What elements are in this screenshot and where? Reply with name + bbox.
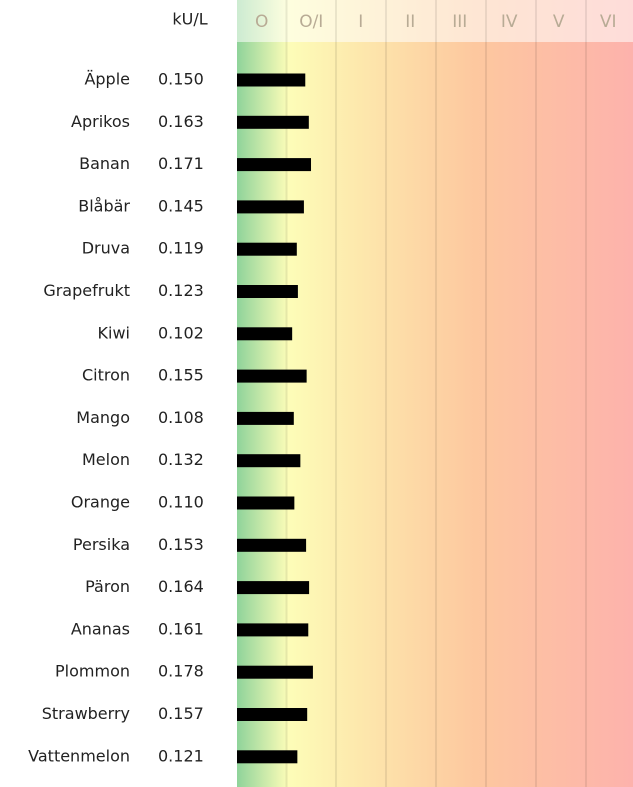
- bar: [237, 200, 304, 214]
- bar: [237, 115, 309, 129]
- category-label: Druva: [82, 239, 130, 258]
- class-label: O: [255, 12, 268, 32]
- category-label: Melon: [82, 450, 130, 469]
- bar: [237, 158, 312, 172]
- category-label: Grapefrukt: [43, 281, 130, 300]
- category-label: Vattenmelon: [28, 746, 130, 765]
- category-label: Äpple: [84, 70, 130, 89]
- bar: [237, 496, 295, 510]
- value-label: 0.145: [158, 196, 204, 215]
- class-label: II: [405, 12, 415, 32]
- class-label: O/I: [299, 12, 323, 32]
- category-label: Kiwi: [98, 323, 130, 342]
- value-label: 0.119: [158, 239, 204, 258]
- value-label: 0.123: [158, 281, 204, 300]
- value-label: 0.163: [158, 112, 204, 131]
- class-background: [237, 0, 633, 787]
- category-label: Citron: [82, 366, 130, 385]
- category-label: Banan: [79, 154, 130, 173]
- bar: [237, 369, 307, 383]
- class-label: IV: [501, 12, 518, 32]
- category-label: Blåbär: [78, 196, 130, 215]
- bar: [237, 665, 313, 679]
- bar: [237, 538, 307, 552]
- value-label: 0.161: [158, 619, 204, 638]
- category-label: Mango: [76, 408, 130, 427]
- class-label: VI: [600, 12, 617, 32]
- value-label: 0.132: [158, 450, 204, 469]
- bar: [237, 581, 310, 595]
- category-label: Persika: [73, 535, 130, 554]
- bar: [237, 623, 309, 637]
- value-label: 0.171: [158, 154, 204, 173]
- value-label: 0.178: [158, 662, 204, 681]
- bar: [237, 242, 297, 256]
- category-label: Plommon: [55, 662, 130, 681]
- bar: [237, 327, 293, 341]
- category-label: Strawberry: [42, 704, 130, 723]
- bar: [237, 285, 298, 298]
- value-label: 0.155: [158, 366, 204, 385]
- value-label: 0.157: [158, 704, 204, 723]
- bar: [237, 750, 298, 764]
- category-label: Päron: [85, 577, 130, 596]
- bar: [237, 454, 301, 468]
- category-label: Ananas: [71, 619, 130, 638]
- header-band: [237, 0, 633, 42]
- class-label: III: [452, 12, 467, 32]
- bar: [237, 73, 306, 87]
- value-label: 0.164: [158, 577, 204, 596]
- class-dividers: [285, 0, 587, 787]
- class-label: I: [358, 12, 363, 32]
- category-label: Aprikos: [71, 112, 130, 131]
- category-label: Orange: [71, 493, 130, 512]
- value-label: 0.110: [158, 493, 204, 512]
- value-label: 0.150: [158, 70, 204, 89]
- bar: [237, 411, 294, 425]
- value-label: 0.153: [158, 535, 204, 554]
- value-label: 0.108: [158, 408, 204, 427]
- unit-label: kU/L: [172, 10, 207, 29]
- class-label: V: [553, 12, 565, 32]
- value-label: 0.102: [158, 323, 204, 342]
- bar: [237, 708, 308, 721]
- value-label: 0.121: [158, 746, 204, 765]
